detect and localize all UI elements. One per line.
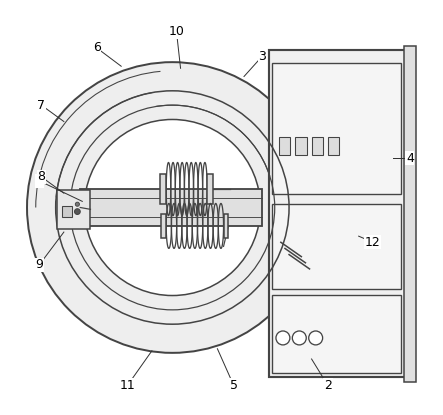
Text: 2: 2 <box>324 379 332 392</box>
Text: 10: 10 <box>168 25 184 38</box>
Bar <box>224 214 229 238</box>
Bar <box>311 137 323 155</box>
Text: 5: 5 <box>230 379 238 392</box>
Circle shape <box>27 62 318 353</box>
Circle shape <box>84 120 260 295</box>
Circle shape <box>276 331 290 345</box>
Circle shape <box>74 209 80 215</box>
Bar <box>272 295 401 374</box>
Text: 6: 6 <box>93 42 101 54</box>
Bar <box>57 190 90 229</box>
Bar <box>272 204 401 289</box>
Bar <box>62 206 72 217</box>
Bar <box>160 174 166 204</box>
Bar <box>295 137 307 155</box>
Bar <box>207 174 214 204</box>
Bar <box>279 137 290 155</box>
Text: 3: 3 <box>259 49 266 63</box>
Text: 7: 7 <box>37 99 45 112</box>
Bar <box>404 46 416 381</box>
Circle shape <box>309 331 323 345</box>
Bar <box>268 50 414 377</box>
Text: 9: 9 <box>35 258 43 271</box>
Text: 8: 8 <box>37 170 45 183</box>
Bar <box>161 214 166 238</box>
Bar <box>328 137 339 155</box>
Text: 1: 1 <box>35 174 43 188</box>
Bar <box>272 63 401 194</box>
Text: 12: 12 <box>365 236 381 249</box>
Bar <box>80 189 262 226</box>
Circle shape <box>292 331 306 345</box>
Text: 11: 11 <box>120 379 135 392</box>
Circle shape <box>75 202 79 206</box>
Text: 4: 4 <box>406 152 414 165</box>
